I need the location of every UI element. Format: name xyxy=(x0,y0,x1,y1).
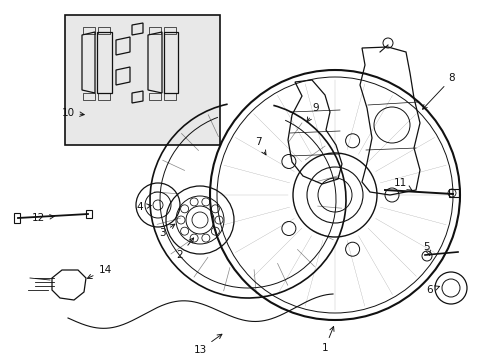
Bar xyxy=(98,27,110,34)
Bar xyxy=(163,27,176,34)
Bar xyxy=(83,27,95,34)
Bar xyxy=(86,210,92,218)
Text: 7: 7 xyxy=(254,137,265,155)
Text: 8: 8 xyxy=(422,73,454,109)
Bar xyxy=(163,93,176,100)
Bar xyxy=(98,93,110,100)
Text: 1: 1 xyxy=(321,327,333,353)
Text: 13: 13 xyxy=(193,334,222,355)
Bar xyxy=(14,213,20,223)
Bar xyxy=(83,93,95,100)
Bar xyxy=(65,15,220,145)
Text: 9: 9 xyxy=(306,103,319,122)
Text: 2: 2 xyxy=(176,238,193,260)
Bar xyxy=(149,93,161,100)
Text: 14: 14 xyxy=(87,265,111,279)
Bar xyxy=(149,27,161,34)
Text: 11: 11 xyxy=(392,178,411,190)
Text: 4: 4 xyxy=(137,202,151,212)
Text: 3: 3 xyxy=(159,224,175,238)
Text: 5: 5 xyxy=(423,242,429,255)
Text: 12: 12 xyxy=(31,213,54,223)
Text: 10: 10 xyxy=(61,108,84,118)
Bar xyxy=(448,189,458,197)
Text: 6: 6 xyxy=(426,285,439,295)
